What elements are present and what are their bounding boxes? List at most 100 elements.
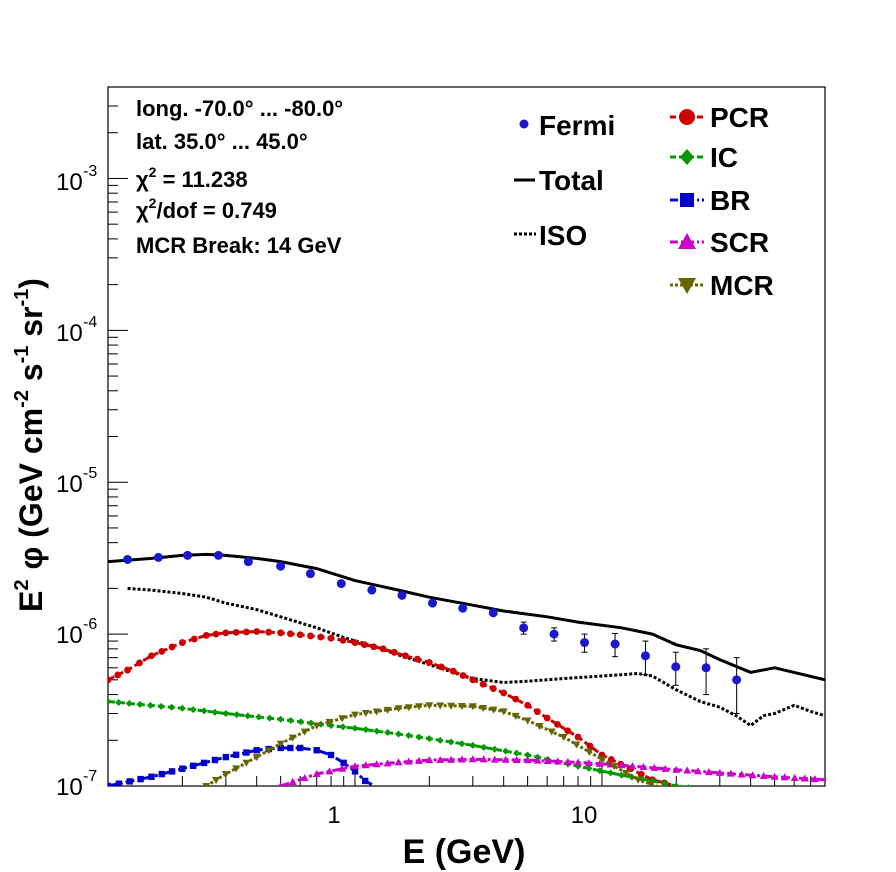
series-marker-scr (425, 756, 434, 764)
series-marker-scr (383, 759, 392, 767)
fermi-data-layer (123, 550, 742, 715)
series-marker-scr (523, 756, 532, 764)
series-marker-scr (468, 755, 477, 763)
series-marker-br (126, 778, 133, 785)
series-line-ic (108, 700, 687, 786)
series-marker-ic (339, 723, 347, 731)
series-marker-ic (491, 745, 499, 753)
series-marker-pcr (317, 633, 325, 641)
series-marker-mcr (597, 756, 606, 764)
series-marker-scr (533, 756, 542, 764)
series-marker-scr (278, 782, 283, 786)
fermi-point (488, 608, 498, 618)
series-marker-ic (136, 700, 144, 708)
series-marker-pcr (479, 680, 487, 688)
series-marker-pcr (253, 628, 261, 635)
series-marker-scr (683, 766, 692, 774)
svg-text:10: 10 (56, 320, 83, 347)
series-marker-pcr (351, 639, 359, 646)
series-marker-ic (351, 724, 359, 732)
series-marker-pcr (607, 756, 615, 763)
series-marker-br (179, 765, 186, 772)
series-marker-mcr (212, 776, 221, 784)
series-marker-br (277, 744, 284, 752)
series-marker-mcr (609, 763, 618, 771)
series-marker-pcr (469, 676, 477, 684)
y-tick-label-1e-5: 10 -5 (56, 465, 97, 498)
series-marker-ic (672, 782, 680, 786)
series-marker-pcr (459, 672, 467, 679)
svg-text:-4: -4 (83, 314, 97, 331)
x-tick-label-10: 10 (571, 802, 598, 829)
series-marker-ic (108, 698, 112, 706)
series-marker-br (253, 747, 260, 754)
svg-text:Total: Total (539, 165, 604, 196)
series-marker-mcr (288, 734, 297, 742)
series-marker-ic (425, 735, 433, 743)
series-marker-pcr (586, 742, 594, 750)
series-marker-ic (211, 708, 219, 716)
fermi-point (732, 675, 742, 685)
series-marker-pcr (114, 671, 122, 679)
legend-item-iso: ISO (514, 220, 587, 251)
fermi-point (183, 550, 193, 560)
series-marker-mcr (404, 704, 413, 712)
series-marker-br (287, 744, 294, 752)
fermi-point (243, 557, 253, 567)
series-marker-pcr (425, 659, 433, 666)
series-marker-scr (759, 772, 768, 780)
series-marker-ic (513, 749, 521, 757)
series-marker-scr (394, 758, 403, 766)
fermi-point (123, 554, 133, 564)
series-marker-scr (650, 763, 659, 771)
y-tick-label-1e-7: 10 -7 (56, 768, 97, 801)
series-marker-scr (288, 777, 297, 785)
series-marker-mcr (436, 702, 445, 710)
series-layer (108, 552, 825, 786)
fermi-point (640, 651, 650, 661)
series-marker-ic (596, 767, 604, 775)
legend-marker-fermi (519, 119, 529, 129)
series-line-br (108, 746, 376, 786)
series-marker-ic (394, 730, 402, 738)
series-marker-pcr (296, 631, 304, 639)
series-marker-scr (810, 775, 819, 783)
series-marker-scr (694, 767, 703, 775)
y-tick-label-1e-4: 10 -4 (56, 314, 97, 347)
series-marker-scr (704, 768, 713, 776)
svg-text:-5: -5 (83, 465, 97, 482)
series-marker-scr (770, 772, 779, 780)
series-marker-pcr (265, 628, 273, 636)
series-marker-ic (686, 784, 691, 786)
series-marker-mcr (479, 704, 488, 712)
annotation-latitude: lat. 35.0° ... 45.0° (136, 129, 308, 154)
series-marker-br (190, 762, 197, 769)
series-marker-ic (660, 779, 668, 786)
fermi-point (671, 662, 681, 672)
series-marker-mcr (325, 718, 334, 726)
series-marker-pcr (168, 643, 176, 651)
series-marker-br (211, 756, 219, 764)
svg-text:SCR: SCR (710, 227, 769, 258)
fermi-point (701, 663, 711, 673)
series-marker-scr (361, 761, 370, 769)
series-scr (278, 755, 825, 786)
series-marker-pcr (370, 643, 378, 651)
series-marker-pcr (136, 659, 143, 667)
annotation-chi2: χ2 = 11.238 (136, 164, 248, 192)
series-marker-scr (748, 771, 757, 779)
series-marker-br (222, 753, 230, 761)
series-marker-ic (458, 740, 466, 748)
series-marker-ic (362, 726, 370, 734)
series-marker-scr (553, 757, 562, 765)
legend-marker-br (680, 193, 694, 207)
series-marker-scr (543, 757, 552, 765)
fermi-point (336, 579, 346, 589)
y-axis-title: E2φ (GeV cm-2 s-1 sr-1) (11, 278, 49, 612)
fermi-point (367, 585, 377, 595)
series-marker-mcr (425, 702, 434, 710)
series-marker-mcr (276, 740, 285, 748)
series-marker-pcr (108, 676, 112, 684)
series-marker-mcr (242, 759, 251, 767)
